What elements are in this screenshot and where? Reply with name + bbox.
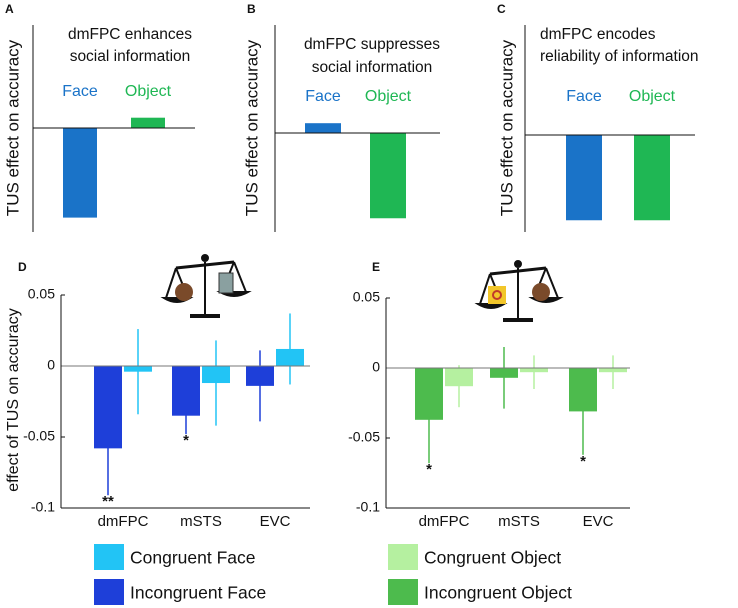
panel-title: dmFPC encodes: [540, 26, 656, 43]
bar: [490, 368, 518, 378]
category-label: Object: [125, 83, 172, 100]
y-tick-label: -0.1: [31, 499, 55, 515]
y-axis-label: TUS effect on accuracy: [242, 39, 261, 216]
y-axis-label: TUS effect on accuracy: [497, 39, 516, 216]
significance: *: [426, 461, 432, 478]
y-tick-label: -0.05: [348, 429, 380, 445]
bar: [276, 348, 304, 366]
legend-swatch: [388, 544, 418, 570]
x-tick-label: mSTS: [180, 513, 222, 530]
panel-title: social information: [312, 59, 433, 76]
bar: [172, 366, 200, 416]
bar: [569, 368, 597, 412]
significance: *: [580, 453, 586, 470]
x-tick-label: EVC: [583, 513, 614, 530]
y-tick-label: -0.1: [356, 499, 380, 515]
panel-label: E: [372, 260, 380, 274]
panel-label: D: [18, 260, 27, 274]
panel-title: reliability of information: [540, 48, 699, 65]
y-tick-label: -0.05: [23, 428, 55, 444]
y-tick-label: 0.05: [353, 289, 380, 305]
y-tick-label: 0.05: [28, 286, 55, 302]
bar: [305, 123, 341, 133]
x-tick-label: dmFPC: [419, 513, 470, 530]
bar: [520, 368, 548, 373]
panel-title: dmFPC enhances: [68, 26, 192, 43]
y-tick-label: 0: [372, 359, 380, 375]
bar: [445, 368, 473, 387]
bar: [634, 135, 670, 221]
category-label: Object: [629, 88, 676, 105]
legend-label: Incongruent Face: [130, 583, 266, 603]
panel-title: social information: [70, 48, 191, 65]
y-axis-label: TUS effect on accuracy: [3, 39, 22, 216]
bar: [131, 117, 165, 128]
panel-title: dmFPC suppresses: [304, 36, 440, 53]
legend-label: Incongruent Object: [424, 583, 572, 603]
category-label: Face: [305, 88, 341, 105]
significance: **: [102, 493, 114, 510]
bar: [566, 135, 602, 221]
balance-icon: [474, 260, 564, 322]
x-tick-label: mSTS: [498, 513, 540, 530]
bar: [246, 366, 274, 386]
category-label: Face: [566, 88, 602, 105]
y-tick-label: 0: [47, 357, 55, 373]
balance-icon: [160, 254, 252, 318]
panel-label: C: [497, 2, 506, 16]
panel-label: A: [5, 2, 14, 16]
bar: [124, 366, 152, 372]
category-label: Object: [365, 88, 412, 105]
panel-label: B: [247, 2, 256, 16]
y-axis-label: effect of TUS on accuracy: [5, 308, 22, 492]
category-label: Face: [62, 83, 98, 100]
bar: [370, 133, 406, 219]
x-tick-label: dmFPC: [98, 513, 149, 530]
bar: [415, 368, 443, 420]
bar: [94, 366, 122, 449]
bar: [202, 366, 230, 384]
x-tick-label: EVC: [260, 513, 291, 530]
legend-label: Congruent Face: [130, 548, 256, 568]
significance: *: [183, 432, 189, 449]
legend-swatch: [94, 579, 124, 605]
legend-label: Congruent Object: [424, 548, 561, 568]
legend-swatch: [388, 579, 418, 605]
bar: [599, 368, 627, 373]
bar: [63, 128, 97, 218]
legend-swatch: [94, 544, 124, 570]
